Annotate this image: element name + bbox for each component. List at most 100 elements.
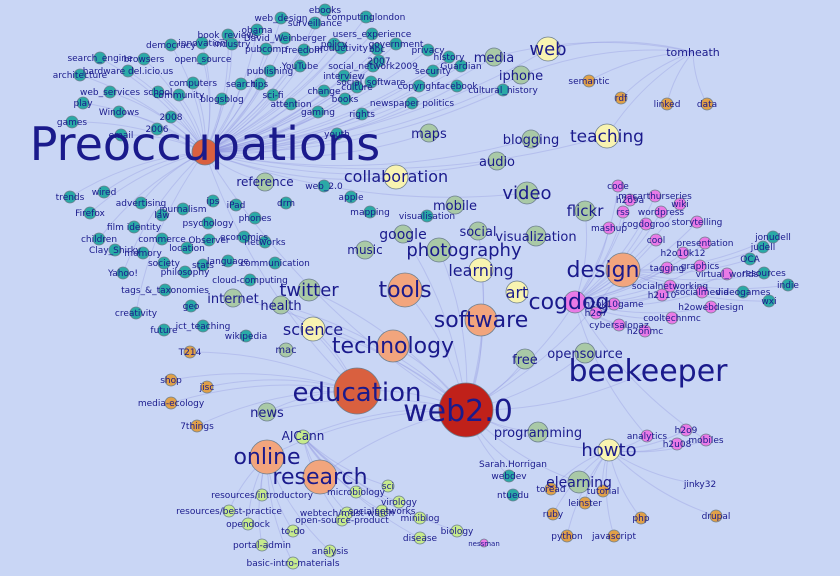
- node-observer[interactable]: [202, 233, 216, 247]
- node-preoccupations[interactable]: [191, 138, 219, 166]
- node-resbest[interactable]: [222, 504, 236, 518]
- node-cogdog[interactable]: [563, 290, 587, 314]
- node-psychology[interactable]: [201, 216, 215, 230]
- node-rights[interactable]: [355, 107, 369, 121]
- node-tagging[interactable]: [660, 261, 674, 275]
- node-cogdogroo[interactable]: [639, 217, 653, 231]
- node-networks[interactable]: [258, 235, 272, 249]
- node-code[interactable]: [611, 179, 625, 193]
- node-webdesign[interactable]: [274, 11, 288, 25]
- node-obama[interactable]: [250, 23, 264, 37]
- node-graphics[interactable]: [693, 259, 707, 273]
- node-y2006[interactable]: [150, 122, 164, 136]
- node-tutorial[interactable]: [596, 484, 610, 498]
- node-programming[interactable]: [527, 421, 549, 443]
- node-language[interactable]: [221, 254, 235, 268]
- node-history[interactable]: [442, 50, 456, 64]
- node-blogsblog[interactable]: [215, 92, 229, 106]
- node-video[interactable]: [515, 181, 539, 205]
- node-javascript[interactable]: [607, 529, 621, 543]
- node-portaladmin[interactable]: [255, 538, 269, 552]
- node-virology[interactable]: [392, 495, 406, 509]
- node-searchengine[interactable]: [93, 51, 107, 65]
- node-culturalhistory[interactable]: [496, 83, 510, 97]
- node-mobiles[interactable]: [699, 433, 713, 447]
- node-t214[interactable]: [183, 345, 197, 359]
- node-wikipedia[interactable]: [239, 329, 253, 343]
- node-free[interactable]: [514, 348, 536, 370]
- node-semantic[interactable]: [582, 74, 596, 88]
- node-davidweinberger[interactable]: [278, 31, 292, 45]
- node-government[interactable]: [389, 37, 403, 51]
- node-ebooks[interactable]: [318, 3, 332, 17]
- node-webdev[interactable]: [502, 469, 516, 483]
- node-basicintro[interactable]: [286, 556, 300, 570]
- node-cool[interactable]: [649, 233, 663, 247]
- node-h2o7[interactable]: [589, 306, 603, 320]
- node-howto[interactable]: [597, 438, 621, 462]
- node-visualisation[interactable]: [420, 209, 434, 223]
- node-newspaperpolitics[interactable]: [405, 96, 419, 110]
- node-browsers[interactable]: [137, 52, 151, 66]
- node-nessman[interactable]: [479, 538, 489, 548]
- node-opensourceproduct[interactable]: [335, 513, 349, 527]
- node-scifi[interactable]: [266, 88, 280, 102]
- node-gaming[interactable]: [311, 105, 325, 119]
- node-stats[interactable]: [196, 258, 210, 272]
- node-health[interactable]: [271, 295, 291, 315]
- node-drupal[interactable]: [709, 509, 723, 523]
- node-technology[interactable]: [376, 329, 410, 363]
- node-media[interactable]: [484, 47, 504, 67]
- node-php[interactable]: [634, 511, 648, 525]
- node-yahoo[interactable]: [116, 266, 130, 280]
- node-security[interactable]: [426, 64, 440, 78]
- node-disease[interactable]: [413, 531, 427, 545]
- node-games[interactable]: [65, 115, 79, 129]
- node-drm[interactable]: [279, 196, 293, 210]
- node-socialmedia[interactable]: [695, 285, 709, 299]
- node-tagstaxonomies[interactable]: [158, 283, 172, 297]
- node-mobile[interactable]: [445, 195, 465, 215]
- node-pubcomp[interactable]: [259, 42, 273, 56]
- node-windows[interactable]: [112, 105, 126, 119]
- node-communication[interactable]: [268, 256, 282, 270]
- node-wordpress[interactable]: [654, 205, 668, 219]
- node-advertising[interactable]: [134, 196, 148, 210]
- node-play[interactable]: [76, 96, 90, 110]
- node-commerce[interactable]: [155, 232, 169, 246]
- node-reference[interactable]: [255, 172, 275, 192]
- node-audio[interactable]: [487, 151, 507, 171]
- node-toread[interactable]: [544, 482, 558, 496]
- node-architecture[interactable]: [73, 68, 87, 82]
- node-mediaecology[interactable]: [164, 396, 178, 410]
- node-h2ok10game[interactable]: [607, 297, 621, 311]
- node-blogging[interactable]: [521, 129, 541, 149]
- node-y2008[interactable]: [164, 110, 178, 124]
- node-children[interactable]: [92, 232, 106, 246]
- node-youth[interactable]: [330, 127, 344, 141]
- node-microbiology[interactable]: [349, 485, 363, 499]
- node-analysis[interactable]: [323, 544, 337, 558]
- node-clayshirky[interactable]: [108, 243, 122, 257]
- node-rdf[interactable]: [614, 91, 628, 105]
- node-visualization[interactable]: [525, 225, 547, 247]
- node-freedom[interactable]: [297, 43, 311, 57]
- node-miniblog[interactable]: [413, 511, 427, 525]
- node-learning[interactable]: [468, 257, 494, 283]
- node-cybersalonaz[interactable]: [612, 318, 626, 332]
- node-h2o9[interactable]: [679, 423, 693, 437]
- node-trends[interactable]: [63, 190, 77, 204]
- node-law[interactable]: [155, 208, 169, 222]
- node-iphone[interactable]: [511, 65, 531, 85]
- node-analytics[interactable]: [640, 429, 654, 443]
- node-creativity[interactable]: [129, 306, 143, 320]
- node-youtube[interactable]: [293, 59, 307, 73]
- node-maps[interactable]: [419, 123, 439, 143]
- node-memory[interactable]: [136, 246, 150, 260]
- node-art[interactable]: [505, 280, 529, 304]
- node-hardwaredelicious[interactable]: [121, 64, 135, 78]
- node-internet[interactable]: [223, 288, 243, 308]
- node-news[interactable]: [257, 402, 277, 422]
- node-7things[interactable]: [190, 419, 204, 433]
- node-wiki[interactable]: [673, 197, 687, 211]
